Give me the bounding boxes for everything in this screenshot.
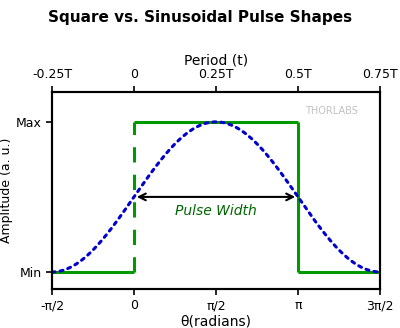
Y-axis label: Amplitude (a. u.): Amplitude (a. u.) [0, 137, 13, 243]
Text: Pulse Width: Pulse Width [175, 204, 257, 217]
X-axis label: θ(radians): θ(radians) [180, 315, 252, 328]
X-axis label: Period (t): Period (t) [184, 53, 248, 67]
Text: Square vs. Sinusoidal Pulse Shapes: Square vs. Sinusoidal Pulse Shapes [48, 10, 352, 25]
Text: THORLABS: THORLABS [304, 106, 358, 115]
